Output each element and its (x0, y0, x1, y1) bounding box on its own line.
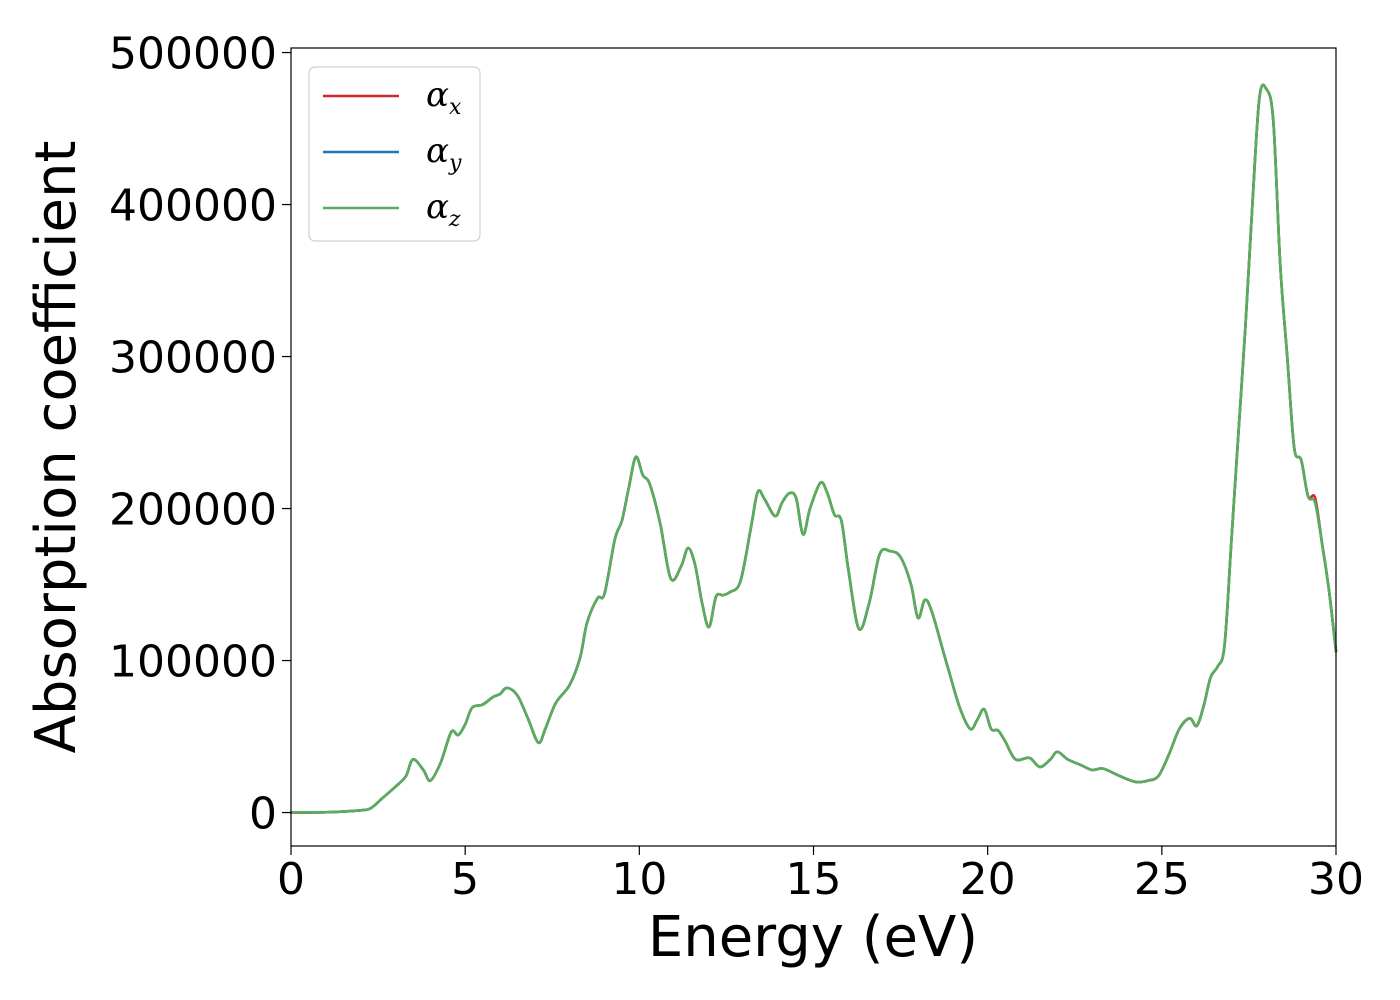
y-axis-ticks: 0 100000 200000 300000 400000 500000 (109, 29, 291, 840)
x-axis-label: Energy (eV) (648, 905, 978, 970)
x-tick-label: 30 (1308, 854, 1364, 905)
x-tick-label: 10 (611, 854, 667, 905)
x-axis-ticks: 0 5 10 15 20 25 30 (277, 846, 1364, 905)
x-tick-label: 25 (1134, 854, 1190, 905)
y-tick-label: 500000 (109, 29, 277, 80)
y-tick-label: 300000 (109, 333, 277, 384)
legend-box (308, 66, 481, 242)
x-tick-label: 0 (277, 854, 305, 905)
series-line-z (289, 83, 1338, 814)
x-tick-label: 20 (960, 854, 1016, 905)
series-layer (289, 83, 1338, 814)
y-axis-label: Absorption coefficient (24, 141, 89, 754)
y-tick-label: 100000 (109, 637, 277, 688)
x-tick-label: 5 (451, 854, 479, 905)
y-tick-label: 200000 (109, 485, 277, 536)
y-tick-label: 0 (249, 789, 277, 840)
x-tick-label: 15 (786, 854, 842, 905)
y-tick-label: 400000 (109, 181, 277, 232)
